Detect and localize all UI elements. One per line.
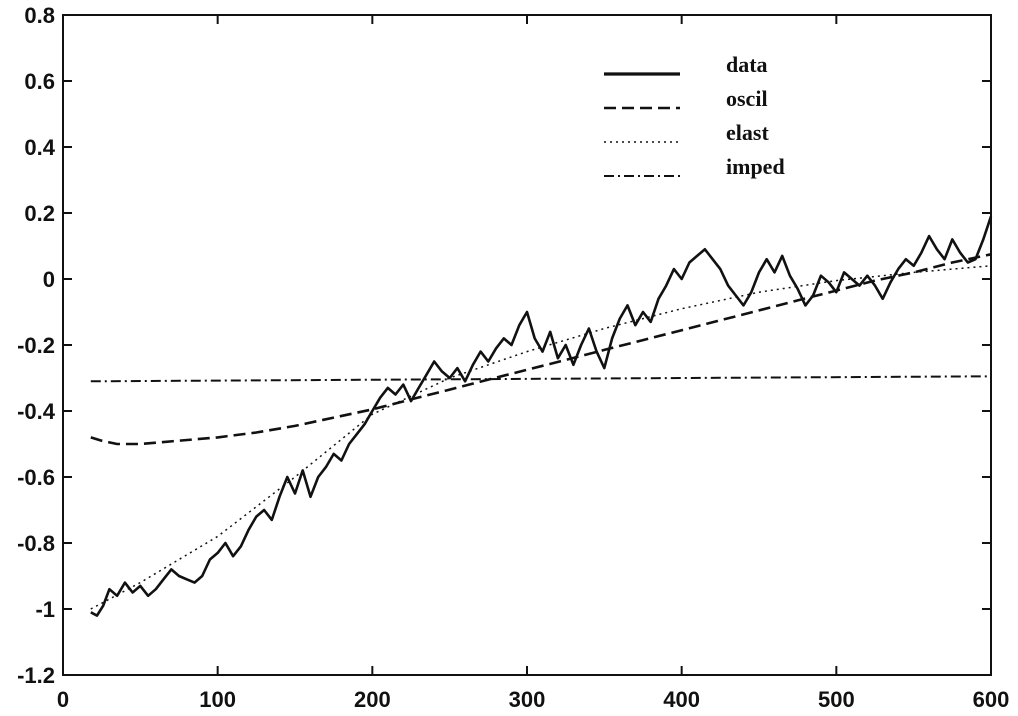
series-layer xyxy=(90,215,993,617)
x-tick-label: 300 xyxy=(509,687,546,712)
series-line-elast xyxy=(90,265,992,610)
x-tick-label: 200 xyxy=(354,687,391,712)
y-tick-label: -1 xyxy=(35,597,55,622)
series-line-oscil xyxy=(90,253,992,446)
y-tick-label: 0.4 xyxy=(24,135,55,160)
x-tick-label: 600 xyxy=(973,687,1010,712)
series-line-imped xyxy=(90,375,992,383)
x-tick-label: 500 xyxy=(818,687,855,712)
y-tick-label: -0.6 xyxy=(17,465,55,490)
y-tick-label: -0.8 xyxy=(17,531,55,556)
y-tick-label: -1.2 xyxy=(17,663,55,688)
y-tick-label: 0 xyxy=(43,267,55,292)
y-tick-label: 0.8 xyxy=(24,3,55,28)
x-axis-ticks: 0 100 200 300 400 500 600 xyxy=(57,15,1009,712)
y-axis-ticks: 0.8 0.6 0.4 0.2 0 -0.2 -0.4 -0.6 -0.8 -1 -1.2 xyxy=(17,3,991,688)
legend: data oscil elast imped xyxy=(604,52,785,179)
x-tick-label: 100 xyxy=(199,687,236,712)
series-line-data xyxy=(90,215,993,617)
y-tick-label: -0.4 xyxy=(17,399,56,424)
legend-label-imped: imped xyxy=(726,154,785,179)
legend-label-elast: elast xyxy=(726,120,769,145)
legend-label-data: data xyxy=(726,52,768,77)
y-tick-label: 0.6 xyxy=(24,69,55,94)
x-tick-label: 400 xyxy=(663,687,700,712)
x-tick-label: 0 xyxy=(57,687,69,712)
y-tick-label: -0.2 xyxy=(17,333,55,358)
y-tick-label: 0.2 xyxy=(24,201,55,226)
legend-label-oscil: oscil xyxy=(726,86,768,111)
